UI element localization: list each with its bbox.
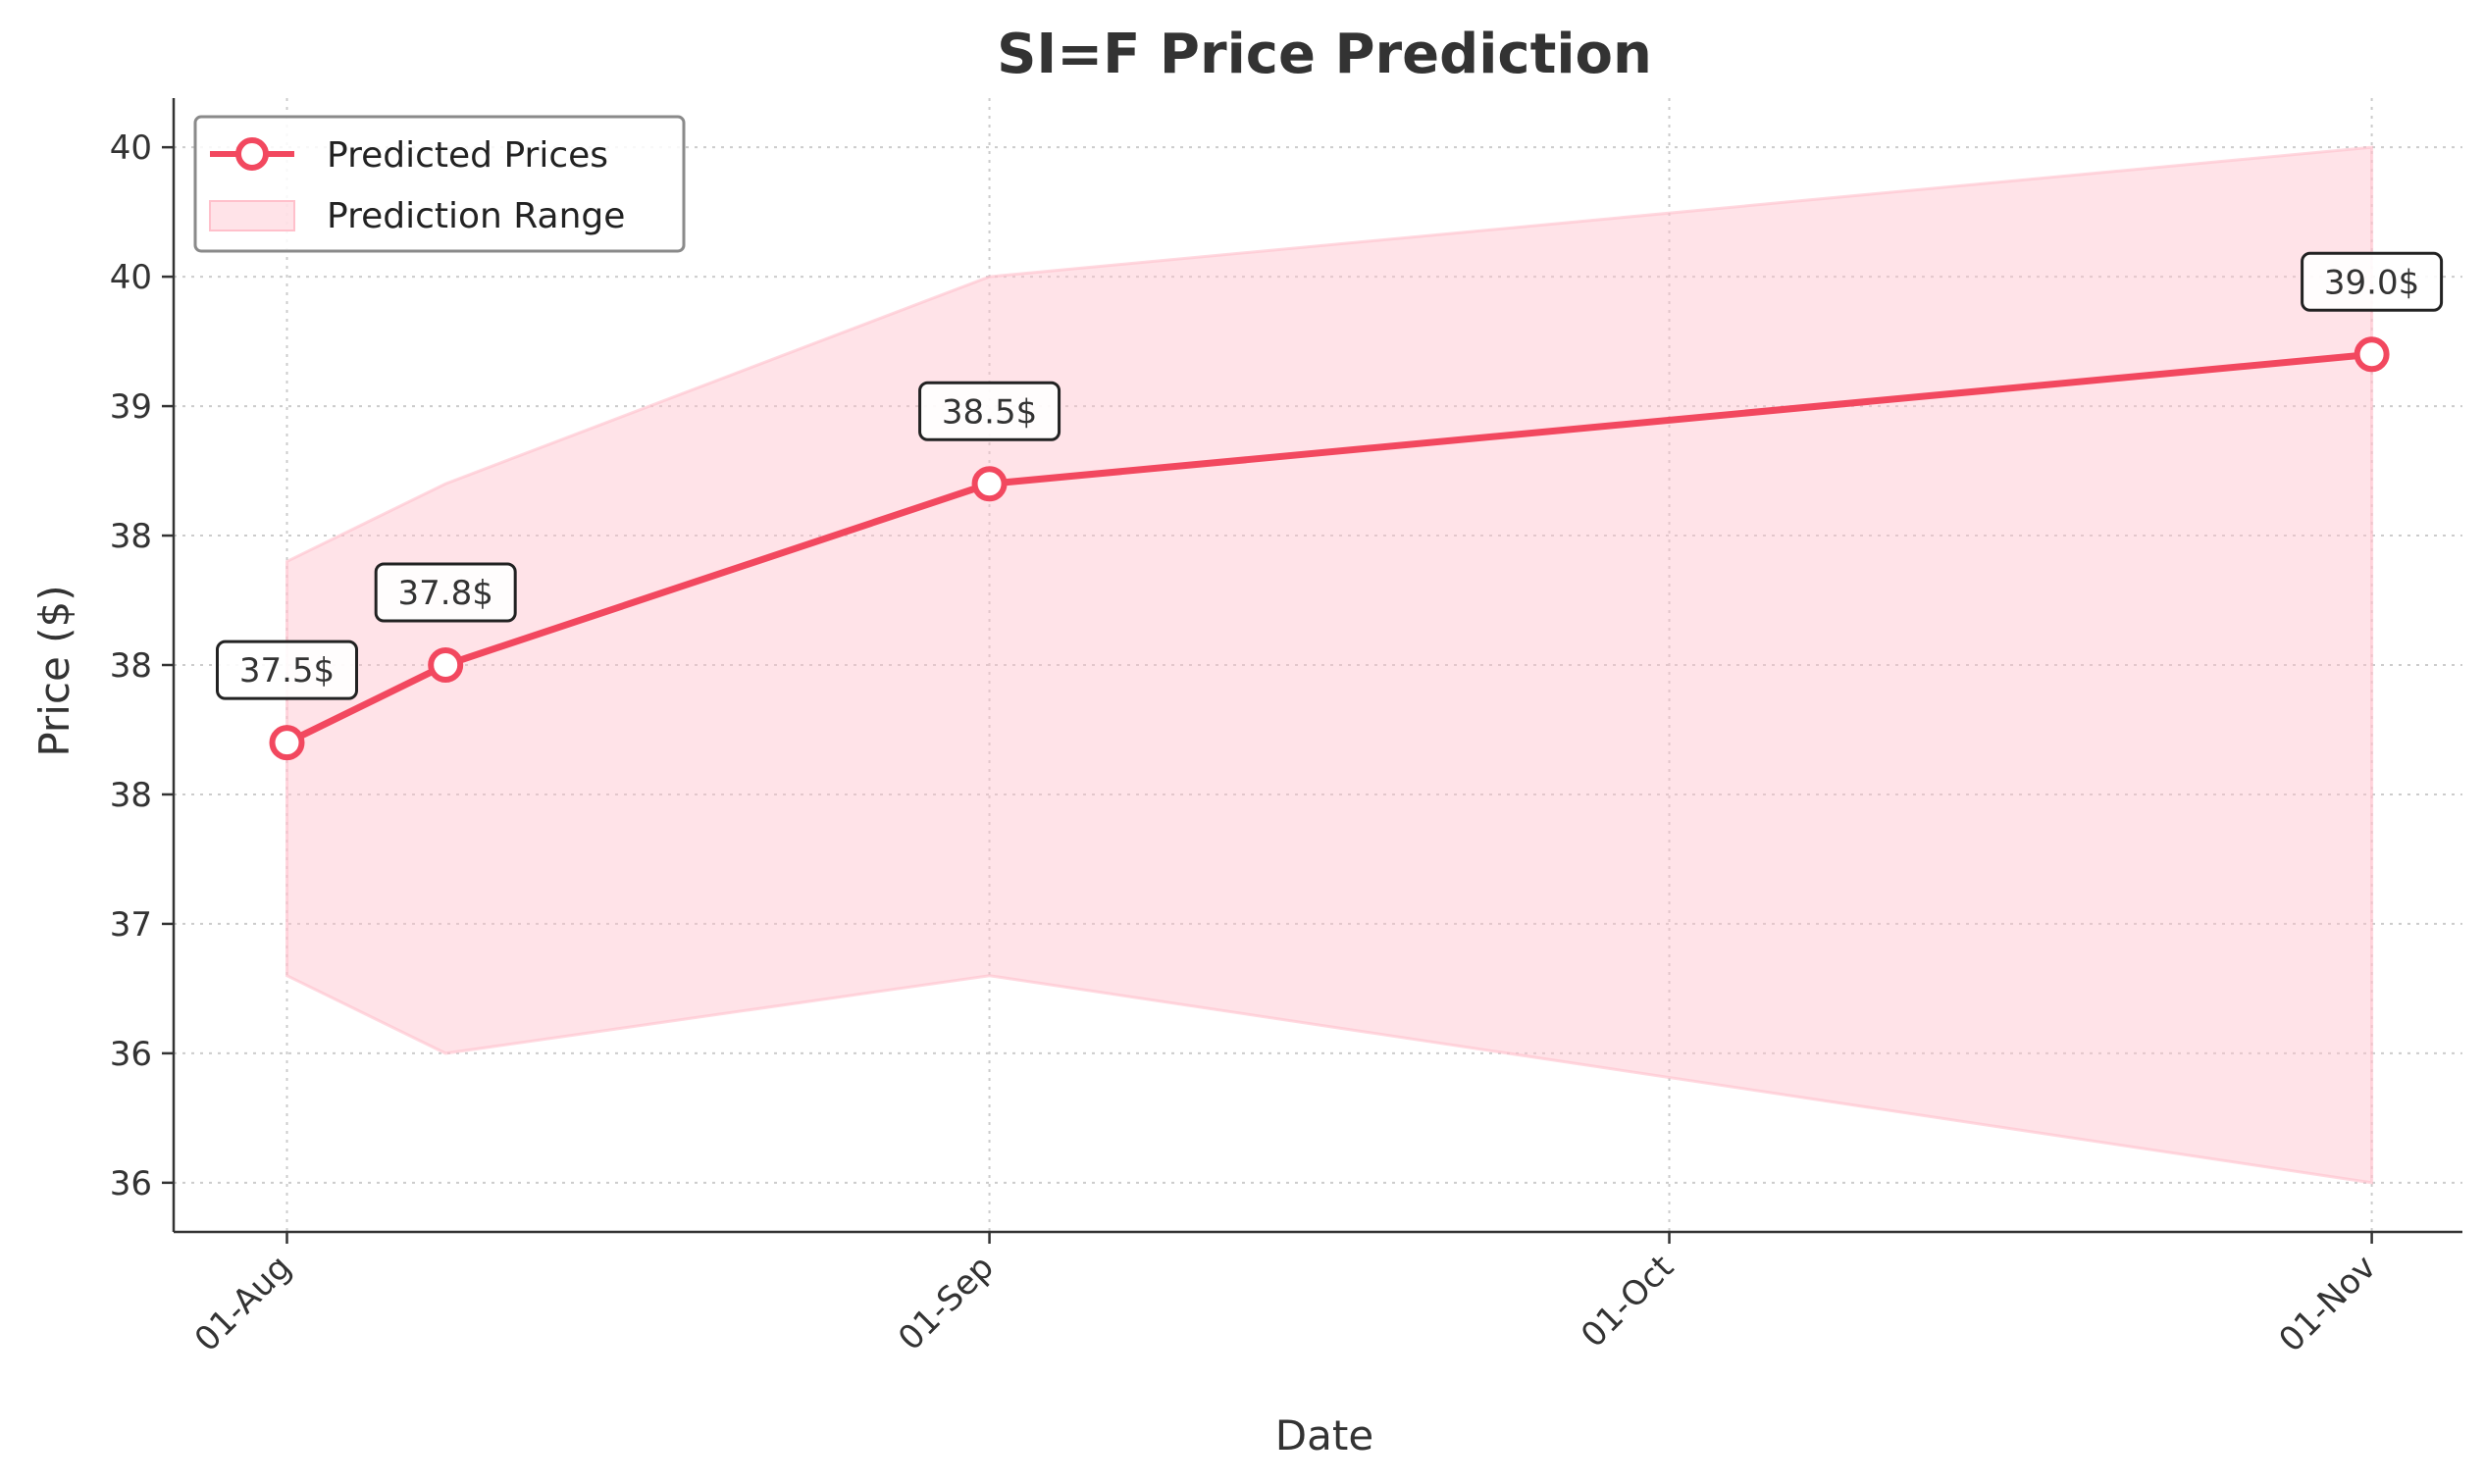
- legend-marker-swatch: [235, 137, 269, 171]
- y-tick-label-2: 37: [110, 905, 152, 945]
- predicted-prices-markers: [269, 336, 2390, 761]
- predicted-prices-line: [285, 350, 2372, 746]
- y-tick-label-0: 36: [110, 1164, 152, 1203]
- y-tick-label-5: 38: [110, 517, 152, 556]
- y-tick-label-4: 38: [110, 646, 152, 686]
- legend-frame: [193, 115, 686, 253]
- chart-title: SI=F Price Prediction: [997, 23, 1652, 86]
- y-tick-label-3: 38: [110, 776, 152, 815]
- data-label-box-3: [2301, 251, 2444, 312]
- y-tick-label-6: 39: [110, 387, 152, 427]
- legend-predicted-prices: Predicted Prices: [327, 135, 608, 176]
- data-label-box-2: [918, 381, 1061, 441]
- data-label-2: 38.5$: [942, 392, 1037, 432]
- data-label-3: 39.0$: [2324, 263, 2419, 302]
- y-tick-label-1: 36: [110, 1035, 152, 1074]
- legend-band-swatch: [209, 200, 295, 231]
- data-point-2: [971, 466, 1008, 502]
- data-label-0: 37.5$: [239, 651, 335, 691]
- data-label-1: 37.8$: [398, 574, 493, 613]
- y-axis-title: Price ($): [30, 585, 78, 756]
- legend-prediction-range: Prediction Range: [327, 196, 625, 236]
- data-labels: 37.5$ 37.8$ 38.5$ 39.0$: [215, 251, 2444, 700]
- y-tick-label-7: 40: [110, 258, 152, 297]
- legend: Predicted Prices Prediction Range: [193, 115, 686, 253]
- x-axis-title: Date: [1275, 1411, 1373, 1459]
- y-tick-label-8: 40: [110, 128, 152, 168]
- data-point-3: [2354, 336, 2390, 373]
- data-label-box-0: [215, 640, 358, 700]
- data-point-0: [269, 725, 305, 761]
- data-label-box-1: [374, 562, 517, 623]
- data-point-1: [428, 647, 464, 683]
